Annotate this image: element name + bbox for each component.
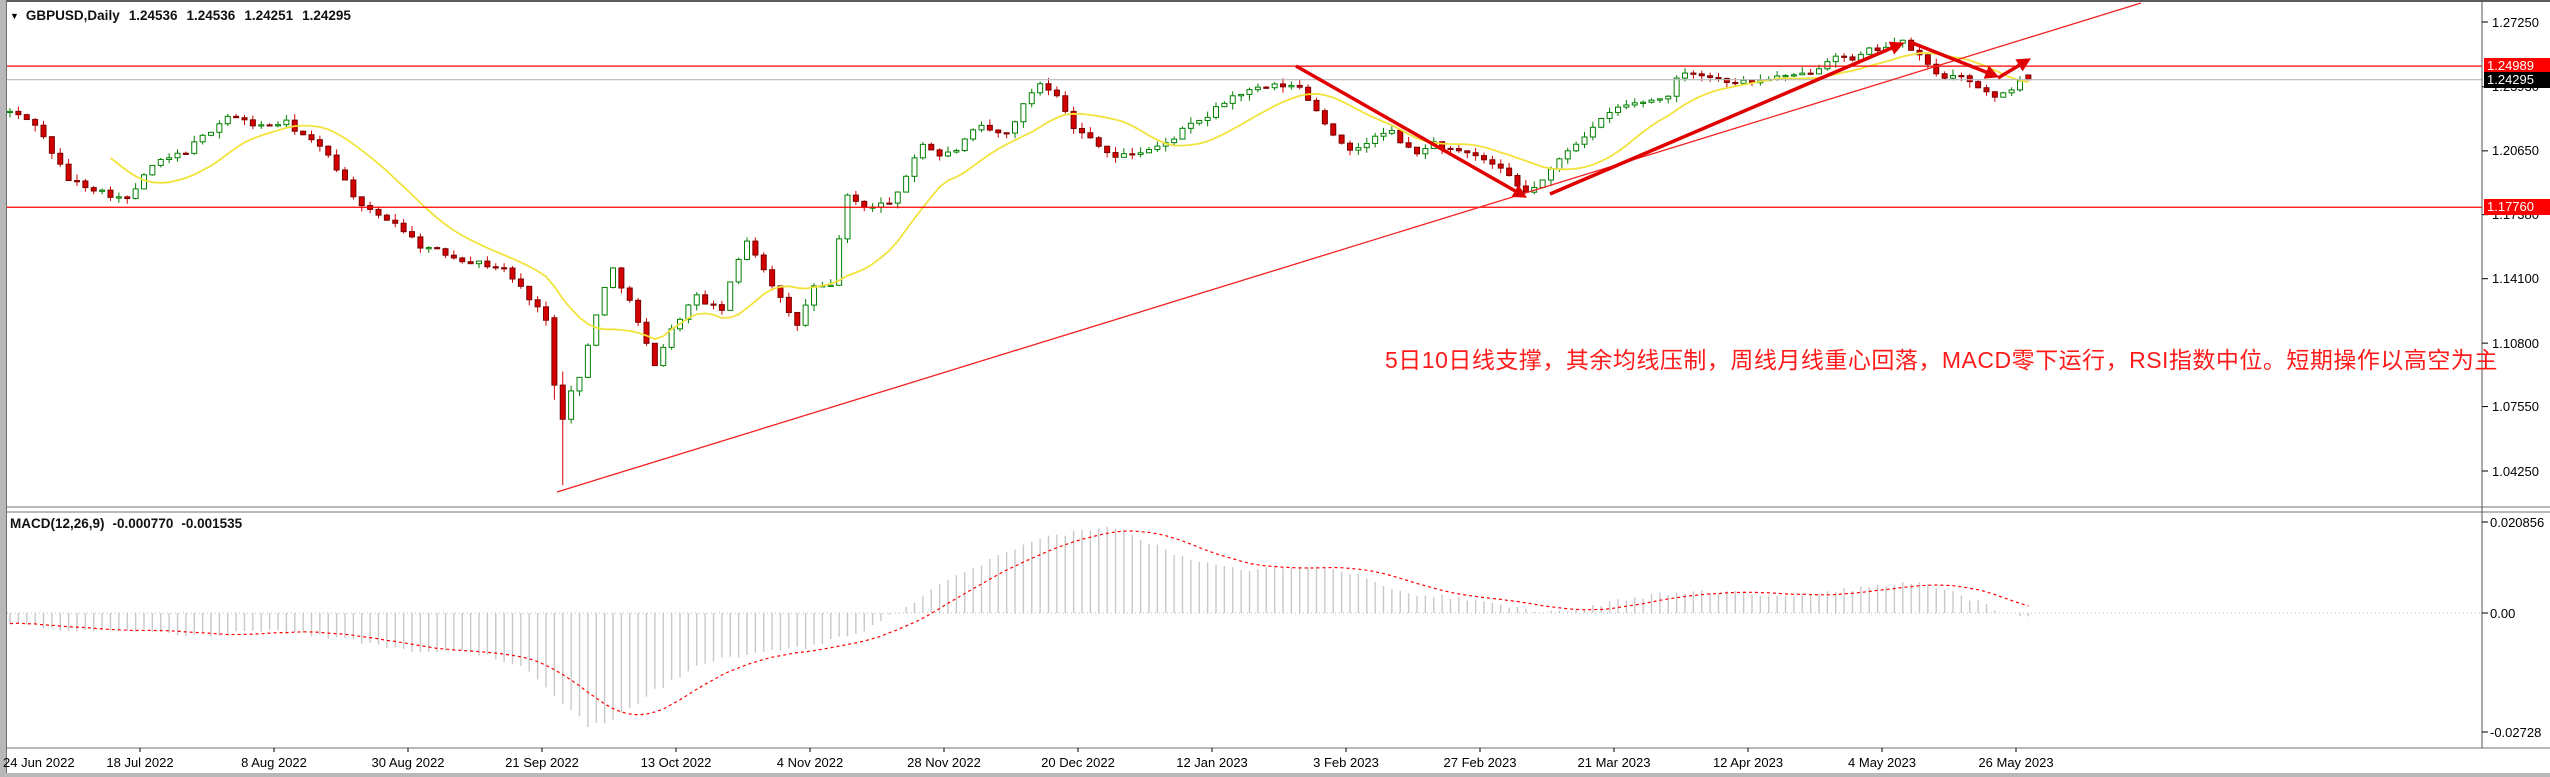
- candles: [7, 37, 2032, 486]
- analysis-annotation: 5日10日线支撑，其余均线压制，周线月线重心回落，MACD零下运行，RSI指数中…: [1385, 347, 2498, 373]
- quote-open: 1.24536: [128, 8, 178, 23]
- ascending-trendline[interactable]: [556, 2, 2142, 493]
- quote-high: 1.24536: [186, 8, 236, 23]
- macd-label: MACD(12,26,9) -0.000770 -0.001535: [10, 516, 242, 531]
- macd-signal-line: [9, 530, 2029, 716]
- macd-value-signal: -0.001535: [181, 516, 243, 531]
- time-axis[interactable]: [7, 749, 2482, 773]
- window-bottom-border: [0, 773, 2550, 777]
- window-left-border: [0, 0, 7, 777]
- macd-value-main: -0.000770: [112, 516, 174, 531]
- symbol-dropdown-icon[interactable]: ▼: [10, 11, 19, 21]
- quote-low: 1.24251: [244, 8, 294, 23]
- macd-name: MACD(12,26,9): [10, 516, 105, 531]
- axes: [5, 2, 2550, 752]
- macd-indicator: [7, 526, 2482, 728]
- quote-close: 1.24295: [302, 8, 351, 23]
- trend-arrow-up-jun[interactable]: [1997, 58, 2032, 80]
- overlay-lines: [7, 2, 2482, 493]
- price-axis[interactable]: [2483, 2, 2550, 748]
- ma-line: [109, 51, 2029, 341]
- chart-header: ▼ GBPUSD,Daily 1.24536 1.24536 1.24251 1.2429…: [10, 8, 351, 23]
- symbol-title: GBPUSD,Daily: [25, 8, 120, 23]
- trend-arrow-down-jan-feb[interactable]: [1295, 64, 1528, 198]
- trend-arrow-up-mar-may[interactable]: [1549, 41, 1905, 196]
- trend-arrow-down-may[interactable]: [1909, 40, 2000, 79]
- window-top-border: [0, 0, 2550, 2]
